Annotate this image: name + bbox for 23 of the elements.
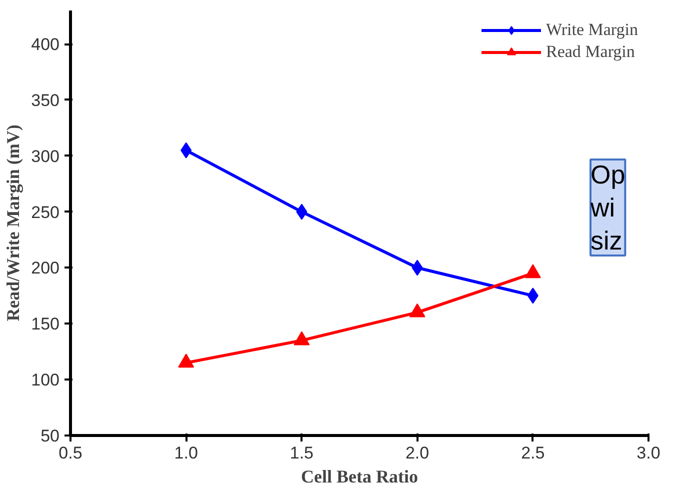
y-tick-label: 400 — [31, 35, 60, 54]
point — [294, 331, 310, 346]
point — [178, 354, 194, 368]
y-axis-title: Read/Write Margin (mV) — [3, 124, 24, 322]
y-tick-label: 350 — [31, 90, 60, 110]
legend-label: Write Margin — [546, 20, 638, 40]
x-tick-label: 1.0 — [174, 444, 198, 462]
y-tick-label: 50 — [40, 426, 60, 446]
y-tick-label: 300 — [31, 146, 60, 166]
legend-label: Read Margin — [546, 42, 635, 62]
point — [409, 303, 426, 318]
y-tick-label: 150 — [31, 314, 60, 334]
x-tick-label: 2.5 — [521, 444, 545, 462]
x-axis-title: Cell Beta Ratio — [301, 466, 418, 486]
x-tick-label: 3.0 — [636, 444, 660, 462]
x-tick-label: 2.0 — [405, 444, 430, 462]
point — [524, 264, 541, 278]
x-tick-label: 1.5 — [290, 444, 314, 462]
y-tick-label: 200 — [31, 258, 60, 278]
y-tick-label: 250 — [31, 202, 60, 222]
y-tick-label: 100 — [31, 370, 60, 390]
annotation: Op wi siz — [590, 160, 626, 256]
x-tick-label: 0.5 — [58, 444, 82, 462]
